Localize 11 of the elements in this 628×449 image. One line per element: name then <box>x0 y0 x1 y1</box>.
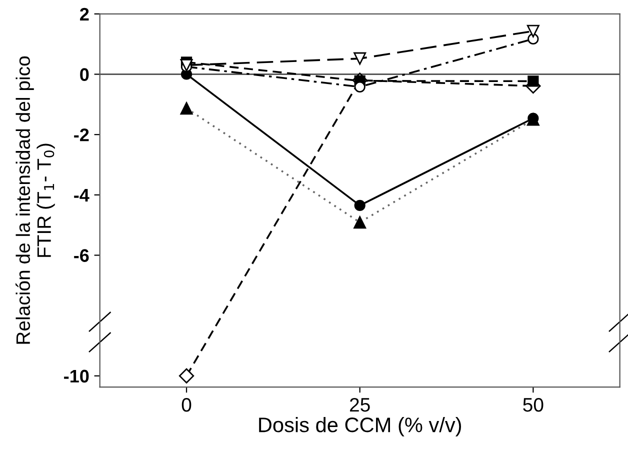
x-tick-label: 50 <box>523 398 544 412</box>
x-tick-label: 0 <box>182 398 192 412</box>
y-tick-label: -2 <box>74 128 89 142</box>
y-tick-label: 0 <box>80 68 89 81</box>
y-tick-label: -10 <box>64 370 89 383</box>
y-tick-label: -6 <box>74 249 89 262</box>
y-axis-title: Relación de la intensidad del pico FTIR (T$_{1}$- T$_{0}$) <box>16 56 55 344</box>
x-axis-title: Dosis de CCM (% v/v) <box>259 416 461 436</box>
y-tick-label: -4 <box>74 189 90 202</box>
y-tick-label: 2 <box>80 8 89 20</box>
x-tick-label: 25 <box>350 398 370 412</box>
